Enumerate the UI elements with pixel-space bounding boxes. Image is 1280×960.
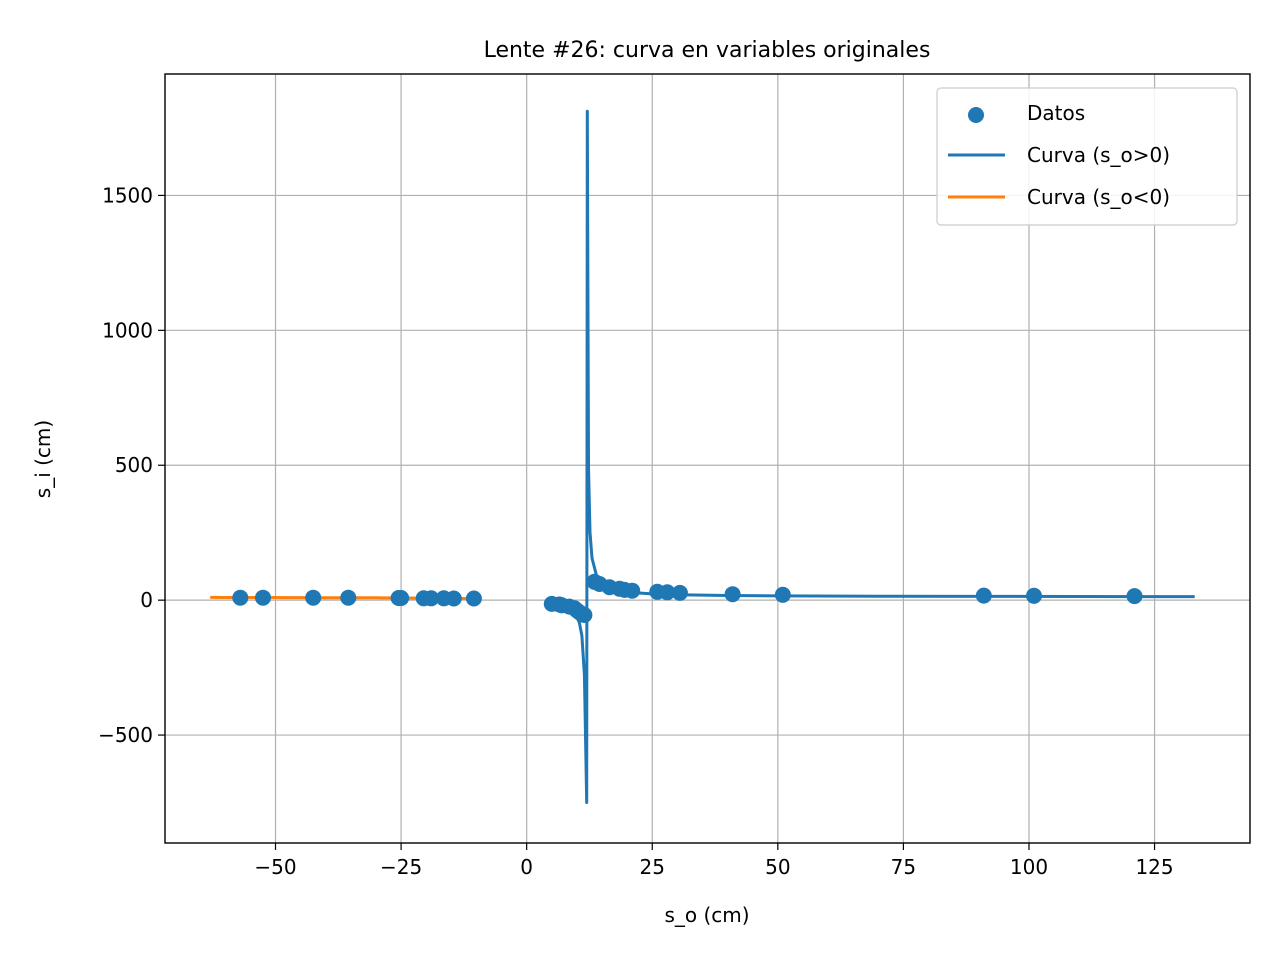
x-axis: −50 −25 0 25 50 75 100 125 — [254, 843, 1174, 879]
data-point — [445, 590, 462, 607]
y-tick-label: 1500 — [102, 183, 153, 207]
x-axis-label: s_o (cm) — [664, 903, 749, 927]
data-point — [423, 590, 440, 607]
data-point — [659, 584, 676, 601]
legend: Datos Curva (s_o>0) Curva (s_o<0) — [936, 87, 1238, 226]
data-point — [232, 589, 249, 606]
data-point — [465, 590, 482, 607]
legend-marker-datos — [968, 107, 984, 123]
y-tick-label: 1000 — [102, 318, 153, 342]
data-point — [340, 589, 357, 606]
x-tick-label: 50 — [765, 855, 790, 879]
y-tick-label: 0 — [140, 588, 153, 612]
x-tick-label: −25 — [380, 855, 422, 879]
x-tick-label: 125 — [1135, 855, 1173, 879]
legend-label-curva-pos: Curva (s_o>0) — [1027, 143, 1170, 167]
data-point — [1126, 588, 1143, 605]
y-tick-label: 500 — [115, 453, 153, 477]
data-point — [393, 590, 410, 606]
x-tick-label: −50 — [254, 855, 296, 879]
y-axis: −500 0 500 1000 1500 — [98, 183, 165, 747]
data-point — [624, 582, 641, 599]
y-axis-label: s_i (cm) — [31, 420, 55, 498]
x-tick-label: 0 — [520, 855, 533, 879]
data-point — [305, 589, 322, 606]
legend-box — [936, 87, 1238, 226]
plot-frame — [164, 73, 1251, 844]
x-tick-label: 25 — [640, 855, 665, 879]
y-tick-label: −500 — [98, 723, 153, 747]
data-point — [724, 586, 741, 603]
data-point — [576, 607, 593, 623]
chart-title: Lente #26: curva en variables originales — [484, 38, 931, 63]
x-tick-label: 100 — [1010, 855, 1048, 879]
legend-label-datos: Datos — [1027, 101, 1085, 125]
data-point — [774, 586, 791, 603]
plot-area — [210, 109, 1195, 804]
data-point — [975, 587, 992, 604]
x-tick-label: 75 — [891, 855, 916, 879]
legend-label-curva-neg: Curva (s_o<0) — [1027, 185, 1170, 209]
data-point — [671, 584, 688, 601]
data-point — [1026, 587, 1042, 604]
data-point — [255, 589, 271, 606]
